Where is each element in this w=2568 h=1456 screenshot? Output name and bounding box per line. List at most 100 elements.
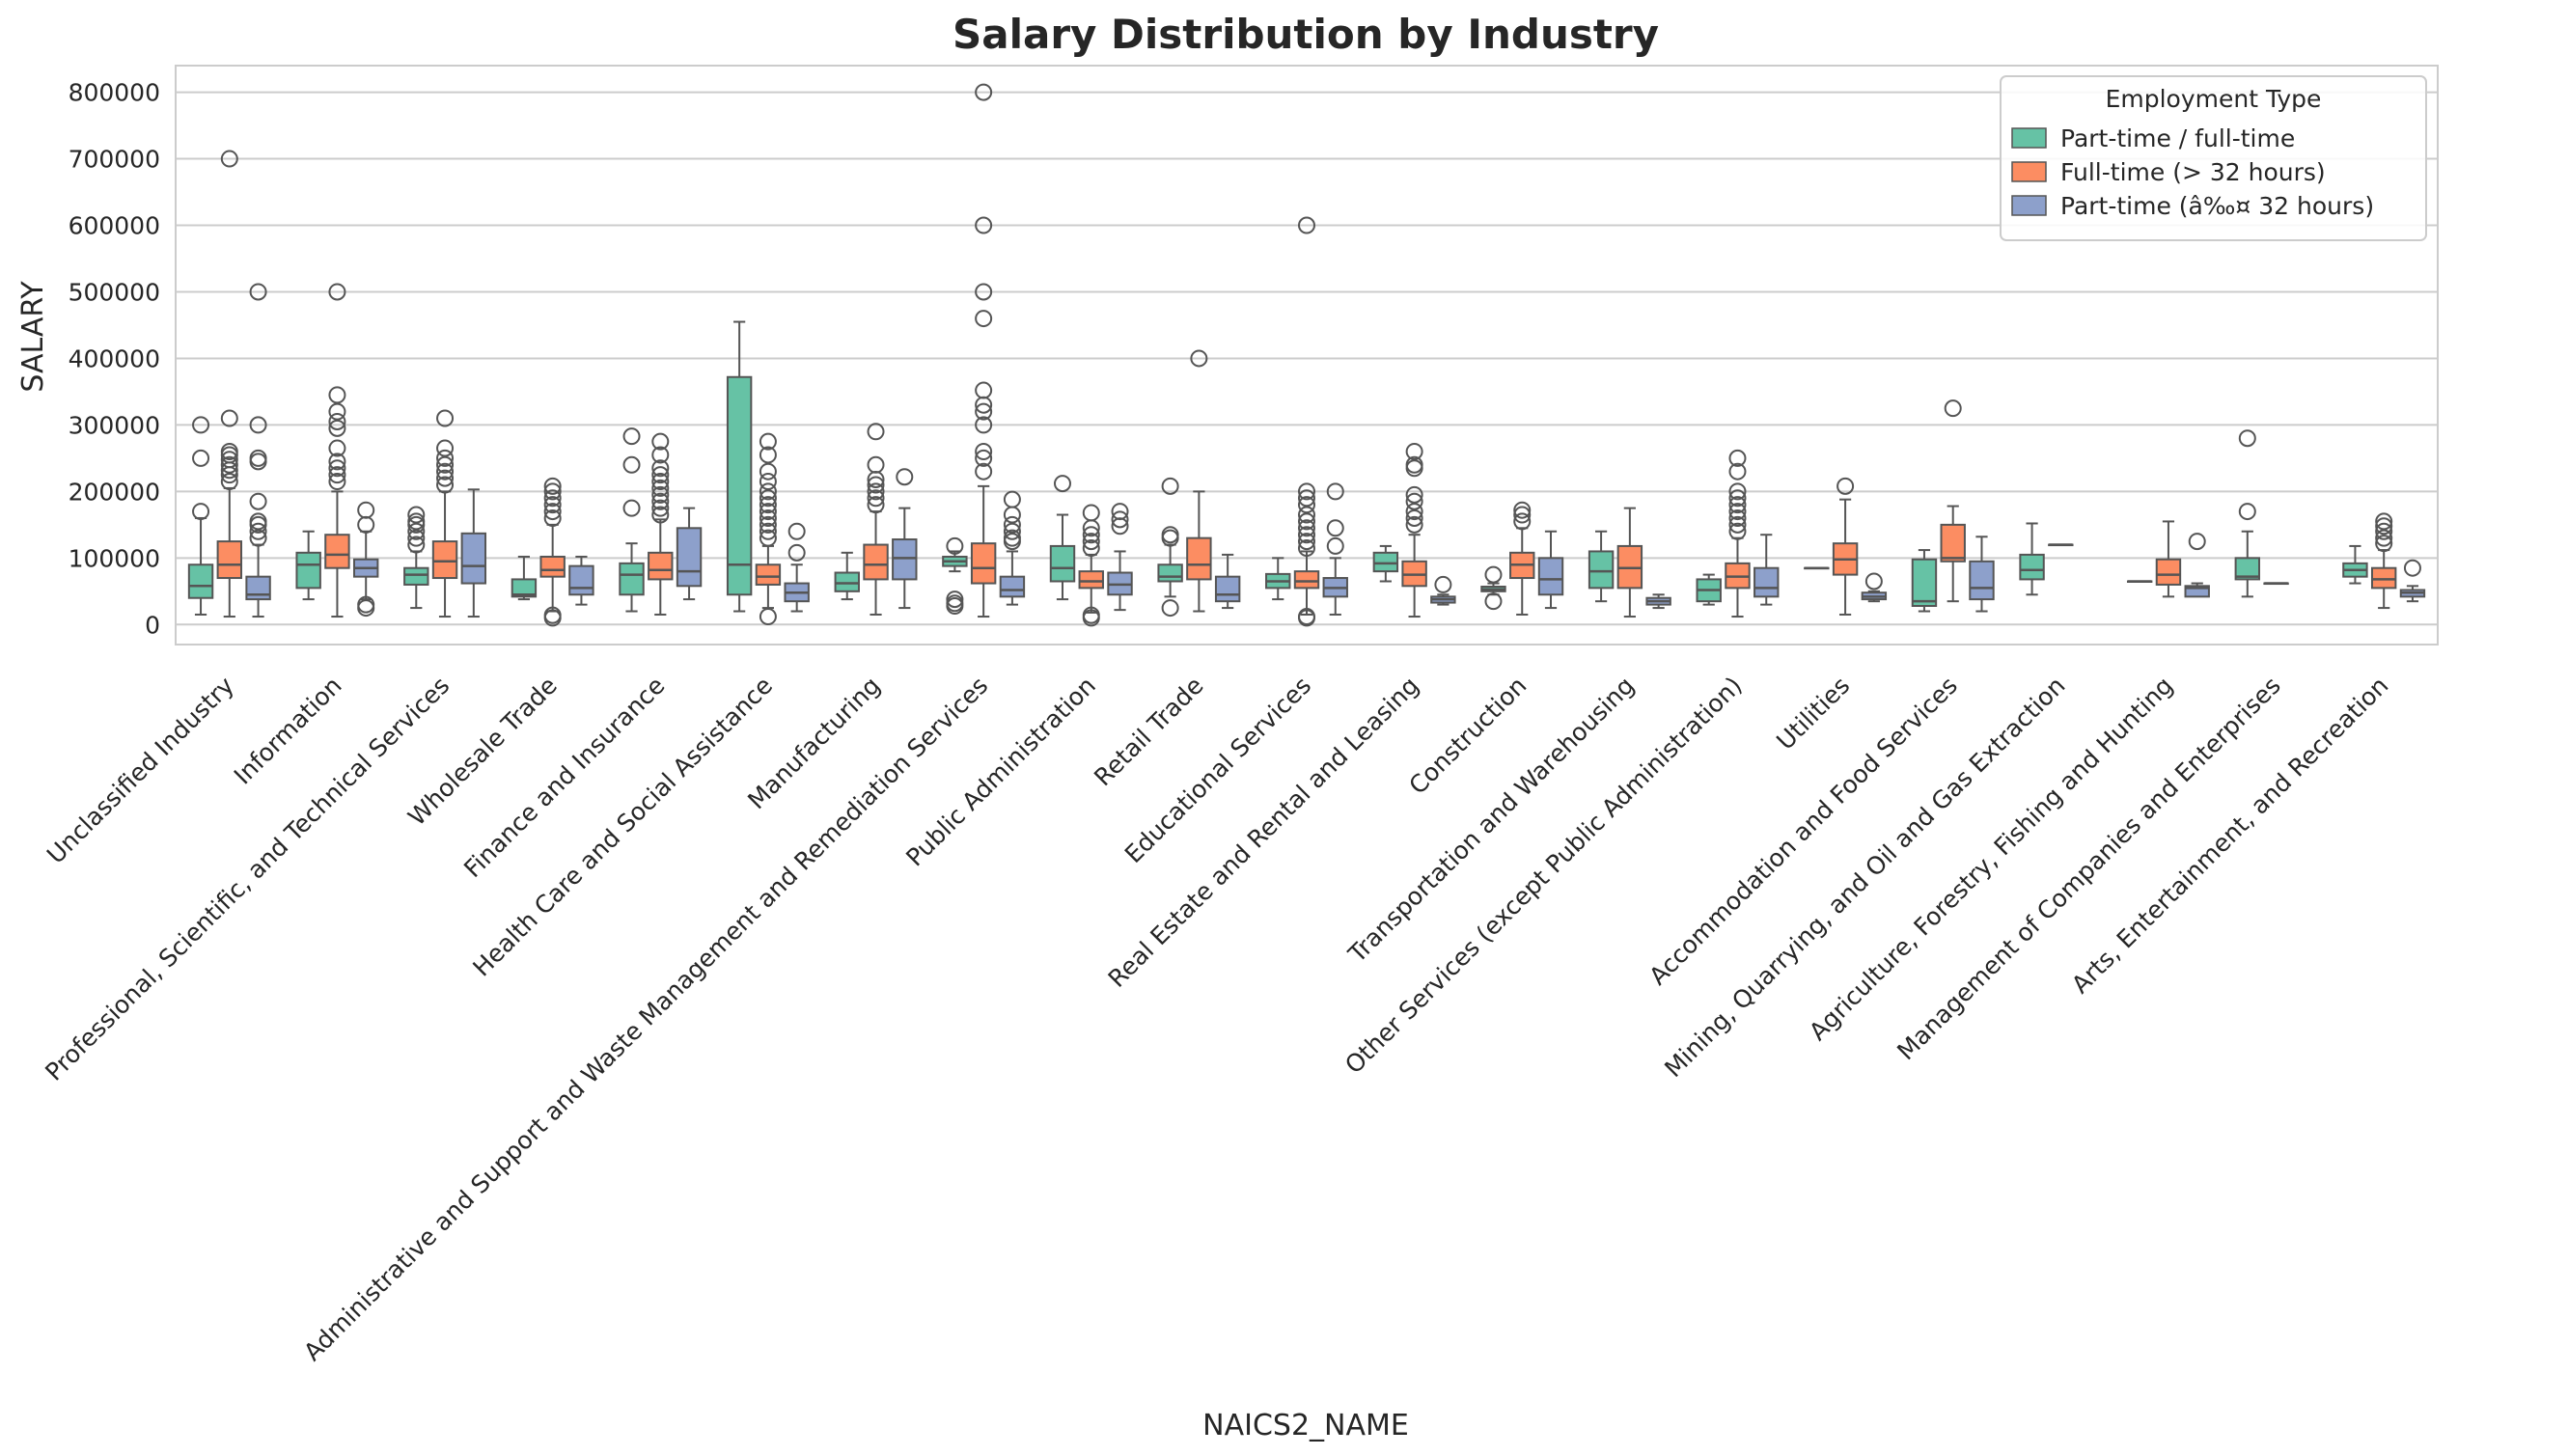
outlier-point: [328, 473, 346, 491]
outlier-point: [436, 439, 455, 457]
outlier-point: [1298, 489, 1315, 508]
outlier-point: [1082, 533, 1100, 551]
outlier-point: [1405, 455, 1423, 474]
outlier-point: [220, 455, 238, 474]
box: [834, 571, 860, 592]
y-tick-label: 200000: [69, 478, 160, 506]
box: [2184, 585, 2210, 598]
box-group: [1832, 477, 1859, 616]
outlier-point: [759, 515, 777, 534]
box-group: [1480, 565, 1506, 611]
outlier-point: [975, 381, 993, 399]
y-tick-label: 700000: [69, 146, 160, 174]
box: [755, 563, 782, 586]
box: [216, 540, 243, 580]
outlier-point: [407, 512, 426, 531]
box-group: [676, 507, 703, 601]
outlier-point: [328, 419, 346, 437]
y-tick-label: 500000: [69, 278, 160, 306]
outlier-point: [1298, 608, 1315, 626]
box: [187, 563, 214, 599]
outlier-point: [946, 594, 964, 613]
outlier-point: [975, 443, 993, 460]
box-group: [2399, 559, 2426, 603]
outlier-point: [1326, 482, 1344, 501]
box-group: [1696, 573, 1722, 606]
y-axis-ticks: 0 100000 200000 300000 400000 500000 600000 700…: [69, 79, 160, 640]
outlier-point: [220, 409, 238, 427]
outlier-point: [1728, 503, 1747, 521]
box-group: [403, 506, 429, 610]
outlier-point: [651, 492, 670, 510]
outlier-point: [1513, 506, 1532, 524]
outlier-point: [787, 543, 806, 562]
outlier-point: [436, 409, 455, 427]
y-tick-label: 600000: [69, 212, 160, 240]
box-group: [863, 423, 889, 616]
outlier-point: [2188, 533, 2206, 551]
box: [1157, 563, 1183, 583]
outlier-point: [1728, 515, 1747, 534]
outlier-point: [759, 529, 777, 547]
outlier-point: [1484, 565, 1503, 584]
box: [431, 540, 458, 580]
box: [648, 551, 674, 581]
outlier-point: [975, 449, 993, 467]
box-group: [834, 551, 860, 601]
box-group: [1186, 349, 1212, 613]
legend-frame: [2000, 75, 2427, 241]
legend-title: Employment Type: [2106, 85, 2322, 113]
box-group: [892, 468, 918, 610]
outlier-point: [249, 492, 267, 510]
outlier-point: [543, 489, 562, 508]
box: [1969, 560, 1995, 601]
outlier-point: [1728, 508, 1747, 527]
outlier-point: [2238, 429, 2256, 448]
box-group: [1537, 530, 1564, 610]
outlier-point: [543, 496, 562, 514]
outlier-point: [436, 455, 455, 474]
outlier-point: [436, 462, 455, 481]
outlier-point: [1003, 515, 1021, 534]
box-group: [568, 555, 594, 606]
outlier-point: [946, 536, 964, 555]
box: [324, 534, 350, 569]
y-tick-label: 400000: [69, 344, 160, 372]
outlier-point: [1405, 515, 1423, 534]
outlier-point: [1298, 482, 1315, 501]
box-group: [1430, 575, 1456, 606]
box: [1214, 575, 1241, 603]
box: [511, 578, 538, 598]
box-group: [460, 488, 487, 618]
box-group: [1804, 566, 1830, 570]
outlier-point: [1003, 529, 1021, 547]
box-group: [619, 427, 645, 613]
box: [1753, 566, 1780, 598]
box-group: [1911, 549, 1938, 613]
outlier-point: [220, 150, 238, 168]
outlier-point: [651, 479, 670, 497]
box-group: [2234, 429, 2261, 598]
outlier-point: [759, 432, 777, 451]
box: [1940, 523, 1966, 563]
box-group: [1372, 544, 1399, 583]
outlier-point: [407, 536, 426, 554]
outlier-point: [328, 402, 346, 421]
y-tick-label: 300000: [69, 411, 160, 439]
outlier-point: [867, 476, 885, 494]
box: [2370, 566, 2397, 590]
legend-entry-label: Part-time / full-time: [2060, 124, 2295, 152]
legend: Employment Type Part-time / full-time Full…: [2000, 75, 2427, 241]
box-group: [1645, 593, 1671, 610]
outlier-point: [975, 416, 993, 434]
outlier-point: [436, 476, 455, 494]
outlier-point: [1161, 599, 1179, 618]
box: [726, 375, 753, 596]
outlier-point: [1728, 449, 1747, 467]
box-group: [1725, 449, 1751, 618]
outlier-point: [759, 503, 777, 521]
outlier-point: [2375, 517, 2393, 536]
outlier-point: [759, 482, 777, 501]
box-group: [1157, 477, 1183, 618]
